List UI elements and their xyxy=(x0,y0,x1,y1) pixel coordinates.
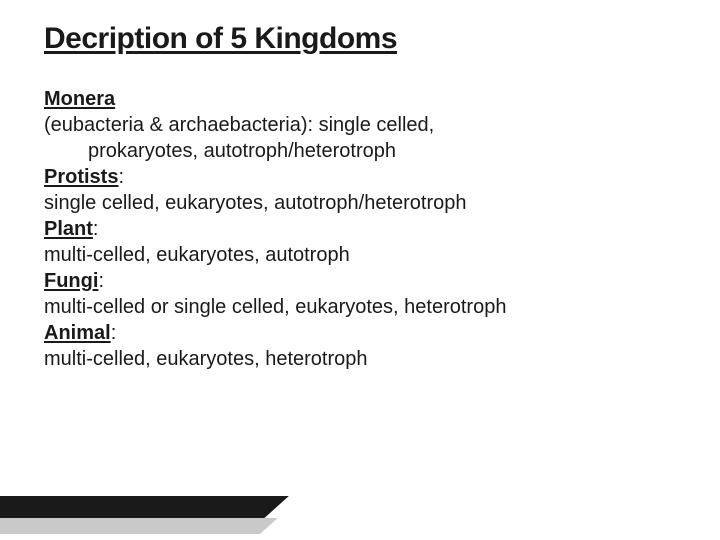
accent-bar-dark xyxy=(0,496,289,522)
kingdom-name: Plant xyxy=(44,218,93,240)
kingdom-desc-line1: (eubacteria & archaebacteria): single ce… xyxy=(44,114,434,136)
kingdom-block-monera: Monera (eubacteria & archaebacteria): si… xyxy=(44,86,676,164)
kingdom-name: Monera xyxy=(44,88,115,110)
kingdom-block-protists: Protists: single celled, eukaryotes, aut… xyxy=(44,164,676,216)
slide-content: Decription of 5 Kingdoms Monera (eubacte… xyxy=(0,0,720,372)
kingdom-desc: multi-celled, eukaryotes, autotroph xyxy=(44,244,350,266)
kingdom-block-plant: Plant: multi-celled, eukaryotes, autotro… xyxy=(44,216,676,268)
kingdom-desc: multi-celled, eukaryotes, heterotroph xyxy=(44,348,368,370)
slide-title: Decription of 5 Kingdoms xyxy=(44,22,676,56)
kingdom-desc: single celled, eukaryotes, autotroph/het… xyxy=(44,192,467,214)
accent-bar-gray xyxy=(0,518,278,534)
kingdom-desc-indent: prokaryotes, autotroph/heterotroph xyxy=(44,138,676,164)
kingdom-name: Animal xyxy=(44,322,111,344)
decorative-accent xyxy=(0,470,280,540)
kingdom-name: Protists xyxy=(44,166,118,188)
kingdom-desc: multi-celled or single celled, eukaryote… xyxy=(44,296,506,318)
kingdom-name: Fungi xyxy=(44,270,98,292)
kingdom-block-fungi: Fungi: multi-celled or single celled, eu… xyxy=(44,268,676,320)
kingdom-block-animal: Animal: multi-celled, eukaryotes, hetero… xyxy=(44,320,676,372)
content-body: Monera (eubacteria & archaebacteria): si… xyxy=(44,86,676,372)
